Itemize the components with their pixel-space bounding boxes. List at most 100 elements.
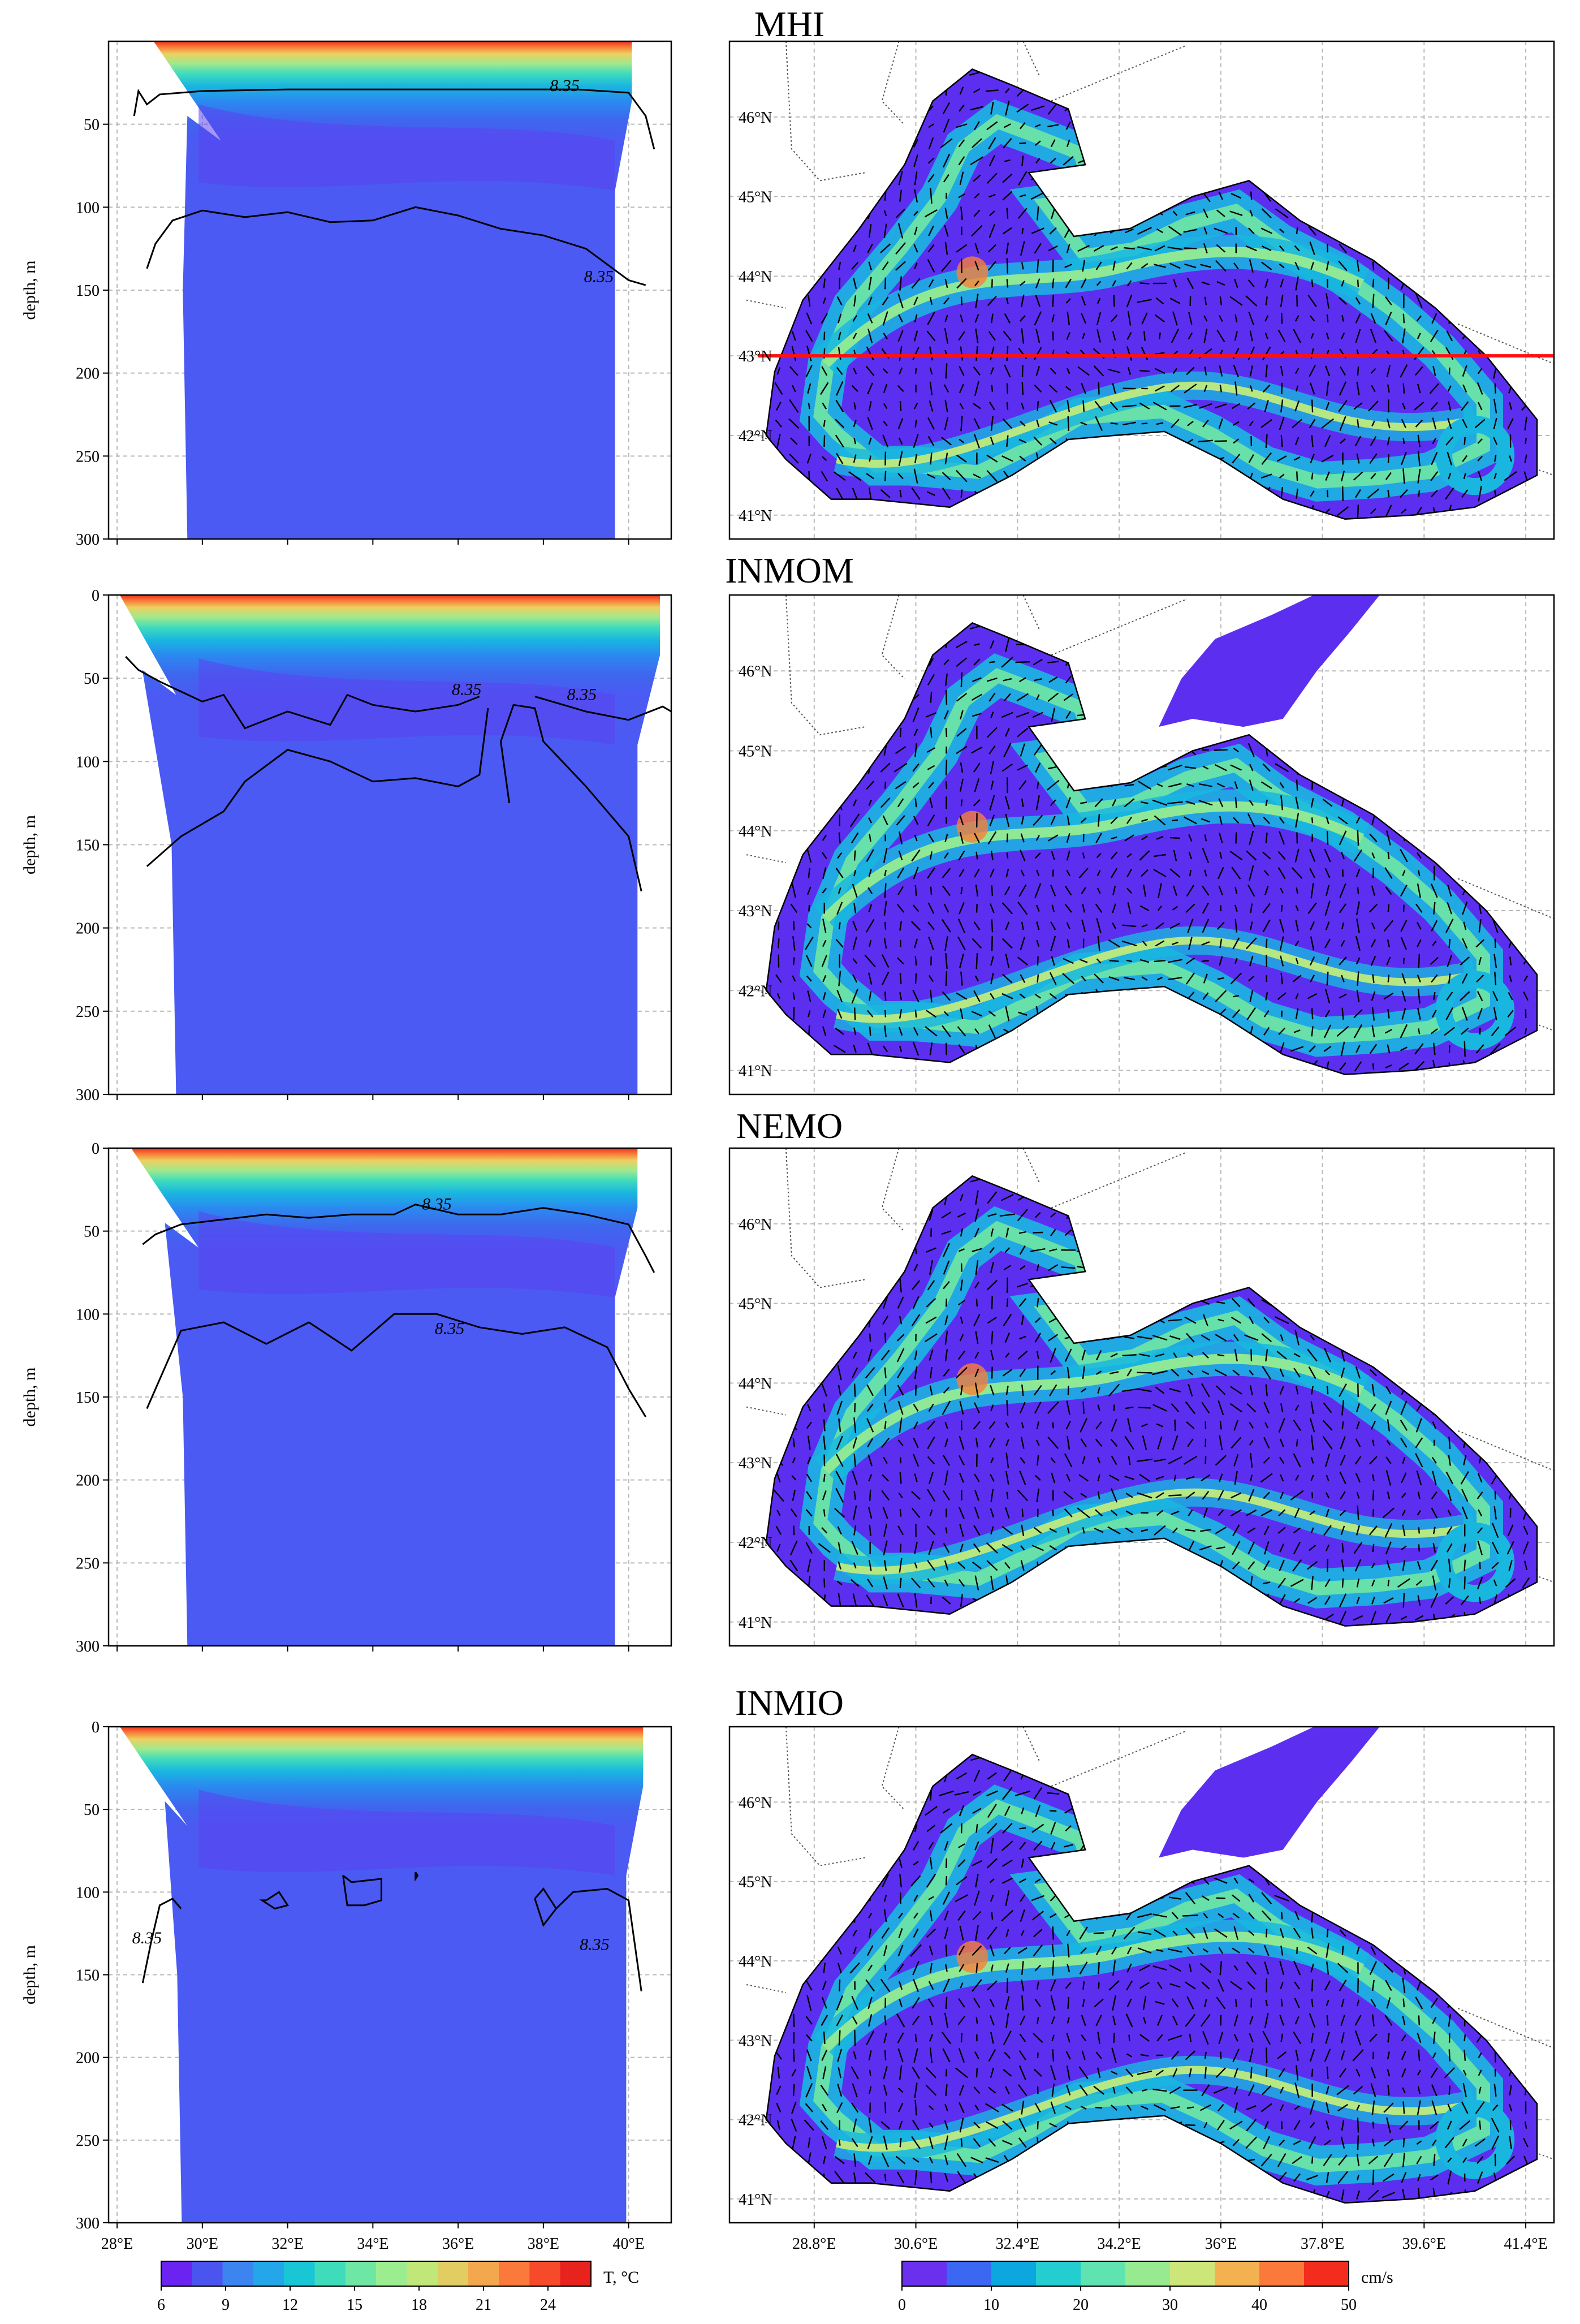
- velocity-arrow: [1263, 1231, 1271, 1234]
- velocity-arrow: [1032, 712, 1044, 718]
- azov-sea: [1159, 1727, 1380, 1858]
- velocity-arrow: [1326, 381, 1329, 396]
- velocity-arrow: [897, 2103, 904, 2112]
- velocity-arrow: [1096, 2067, 1101, 2079]
- isotherm-contour: [415, 1872, 419, 1882]
- velocity-arrow: [836, 381, 844, 396]
- velocity-arrow: [1493, 1422, 1497, 1429]
- velocity-arrow: [792, 710, 796, 719]
- velocity-arrow: [1460, 1191, 1470, 1204]
- velocity-arrow: [1354, 2030, 1362, 2046]
- velocity-arrow: [1249, 1440, 1254, 1446]
- velocity-arrow: [1387, 939, 1390, 948]
- velocity-arrow: [1432, 1176, 1436, 1185]
- velocity-arrow: [942, 885, 951, 896]
- velocity-arrow: [1281, 727, 1283, 738]
- map-panel-nemo: 41°N42°N43°N44°N45°N46°N: [728, 1147, 1555, 1647]
- velocity-arrow: [1052, 331, 1054, 340]
- velocity-arrow: [1154, 1176, 1166, 1185]
- velocity-arrow: [1079, 959, 1088, 963]
- velocity-arrow: [1215, 1455, 1227, 1466]
- velocity-arrow: [1246, 2119, 1257, 2132]
- velocity-arrow: [1336, 2085, 1349, 2096]
- velocity-arrow: [1003, 1314, 1012, 1327]
- velocity-arrow: [774, 623, 784, 631]
- velocity-arrow: [942, 1400, 951, 1415]
- velocity-arrow: [1416, 675, 1422, 684]
- velocity-arrow: [1067, 400, 1070, 412]
- velocity-arrow: [1433, 1247, 1435, 1253]
- velocity-arrow: [1173, 850, 1177, 861]
- velocity-arrow: [913, 210, 918, 216]
- velocity-arrow: [986, 454, 998, 463]
- velocity-arrow: [1400, 885, 1408, 897]
- velocity-arrow: [1204, 2051, 1207, 2059]
- velocity-arrow: [1123, 1008, 1136, 1020]
- velocity-arrow: [1168, 641, 1182, 648]
- velocity-arrow: [1355, 957, 1361, 965]
- velocity-arrow: [1432, 191, 1436, 201]
- velocity-arrow: [1371, 385, 1376, 393]
- velocity-arrow: [1447, 2103, 1452, 2112]
- velocity-arrow: [1539, 831, 1543, 845]
- velocity-arrow: [1109, 642, 1119, 647]
- velocity-arrow: [1277, 107, 1286, 110]
- velocity-arrow: [792, 153, 796, 169]
- velocity-arrow: [1003, 678, 1012, 682]
- velocity-arrow: [774, 657, 783, 668]
- velocity-arrow: [1234, 2157, 1238, 2163]
- velocity-arrow: [1066, 243, 1070, 253]
- velocity-arrow: [1493, 708, 1497, 722]
- velocity-arrow: [806, 1317, 812, 1323]
- velocity-arrow: [1402, 101, 1405, 115]
- velocity-arrow: [914, 834, 918, 842]
- velocity-arrow: [1432, 1575, 1436, 1591]
- velocity-arrow: [914, 1350, 918, 1360]
- velocity-arrow: [1337, 190, 1349, 201]
- velocity-arrow: [852, 883, 858, 898]
- velocity-arrow: [1110, 992, 1119, 1000]
- velocity-arrow: [868, 487, 872, 500]
- velocity-arrow: [853, 799, 857, 807]
- velocity-arrow: [807, 1226, 811, 1239]
- velocity-arrow: [1509, 654, 1513, 670]
- velocity-arrow: [1310, 1527, 1314, 1534]
- velocity-arrow: [957, 1026, 966, 1037]
- velocity-arrow: [1001, 993, 1013, 999]
- velocity-arrow: [1341, 2119, 1345, 2131]
- velocity-arrow: [1444, 2067, 1455, 2079]
- velocity-arrow: [1232, 403, 1241, 409]
- velocity-arrow: [1397, 1193, 1411, 1202]
- velocity-arrow: [1367, 2189, 1379, 2201]
- velocity-arrow: [1202, 992, 1209, 1000]
- velocity-arrow: [790, 1597, 798, 1603]
- velocity-arrow: [1018, 1011, 1028, 1016]
- velocity-arrow: [1461, 1006, 1468, 1021]
- velocity-arrow: [988, 692, 996, 702]
- velocity-arrow: [1478, 2086, 1482, 2094]
- velocity-arrow: [1128, 2034, 1130, 2041]
- velocity-arrow: [957, 936, 966, 951]
- velocity-arrow: [1062, 71, 1074, 76]
- velocity-arrow: [1249, 865, 1254, 881]
- velocity-arrow: [1478, 745, 1483, 754]
- velocity-arrow: [834, 658, 845, 666]
- velocity-arrow: [985, 2192, 999, 2198]
- velocity-arrow: [1124, 456, 1134, 462]
- velocity-arrow: [1049, 2158, 1057, 2162]
- velocity-arrow: [1385, 312, 1392, 325]
- country-border: [881, 1148, 905, 1232]
- velocity-arrow: [929, 400, 934, 412]
- velocity-arrow: [1260, 1065, 1273, 1068]
- velocity-arrow: [1140, 659, 1149, 665]
- velocity-arrow: [805, 937, 814, 950]
- velocity-arrow: [1490, 1176, 1500, 1185]
- velocity-arrow: [1122, 1245, 1137, 1256]
- velocity-arrow: [1096, 281, 1102, 286]
- velocity-arrow: [1004, 2176, 1011, 2179]
- velocity-arrow: [1019, 142, 1026, 144]
- velocity-arrow: [1167, 678, 1183, 682]
- velocity-arrow: [1005, 242, 1009, 255]
- velocity-arrow: [1336, 506, 1349, 516]
- velocity-arrow: [942, 1490, 950, 1501]
